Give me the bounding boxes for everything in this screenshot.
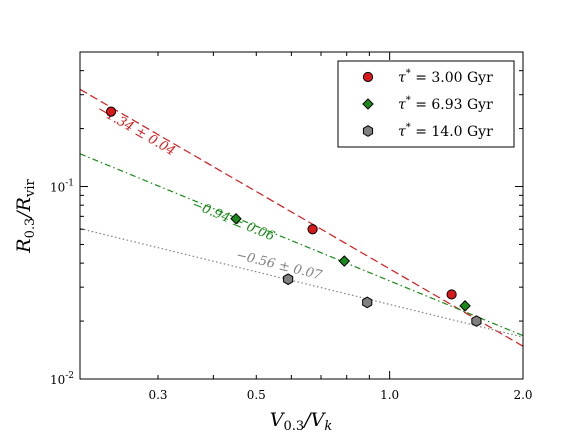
- plot-frame: [79, 51, 524, 380]
- data-point-series-2-0: [283, 273, 294, 286]
- data-point-series-2-1: [362, 296, 373, 309]
- data-point-series-1-1: [338, 255, 351, 267]
- data-point-series-0-0: [105, 106, 117, 117]
- legend: τ* = 3.00 Gyr τ* = 6.93 Gyr τ* = 14.0 Gyr: [337, 60, 515, 148]
- legend-label-series-2: τ* = 14.0 Gyr: [398, 122, 493, 140]
- legend-marker-series-1: [362, 98, 374, 110]
- x-tick-label: 1.0: [380, 388, 399, 402]
- data-point-series-0-1: [307, 224, 318, 235]
- legend-marker-series-0: [362, 71, 374, 83]
- fit-line-series-1: [80, 153, 523, 337]
- data-point-series-2-2: [471, 315, 482, 327]
- legend-marker-series-2: [362, 125, 374, 137]
- x-tick-label: 0.3: [148, 388, 167, 402]
- data-point-series-0-2: [446, 289, 457, 300]
- legend-label-series-1: τ* = 6.93 Gyr: [398, 95, 493, 113]
- x-tick-label: 2.0: [513, 388, 532, 402]
- legend-label-series-0: τ* = 3.00 Gyr: [398, 68, 493, 86]
- y-tick-label: 10-2: [50, 371, 74, 387]
- x-axis-label: V0.3/Vk: [270, 409, 333, 434]
- y-axis-label: R0.3/Rvir: [13, 178, 38, 253]
- data-point-series-1-0: [230, 213, 242, 225]
- fit-line-series-2: [80, 227, 523, 338]
- y-tick-label: 10-1: [50, 179, 74, 195]
- data-point-series-1-2: [459, 300, 471, 312]
- fit-line-series-0: [80, 88, 523, 347]
- x-tick-label: 0.5: [247, 388, 266, 402]
